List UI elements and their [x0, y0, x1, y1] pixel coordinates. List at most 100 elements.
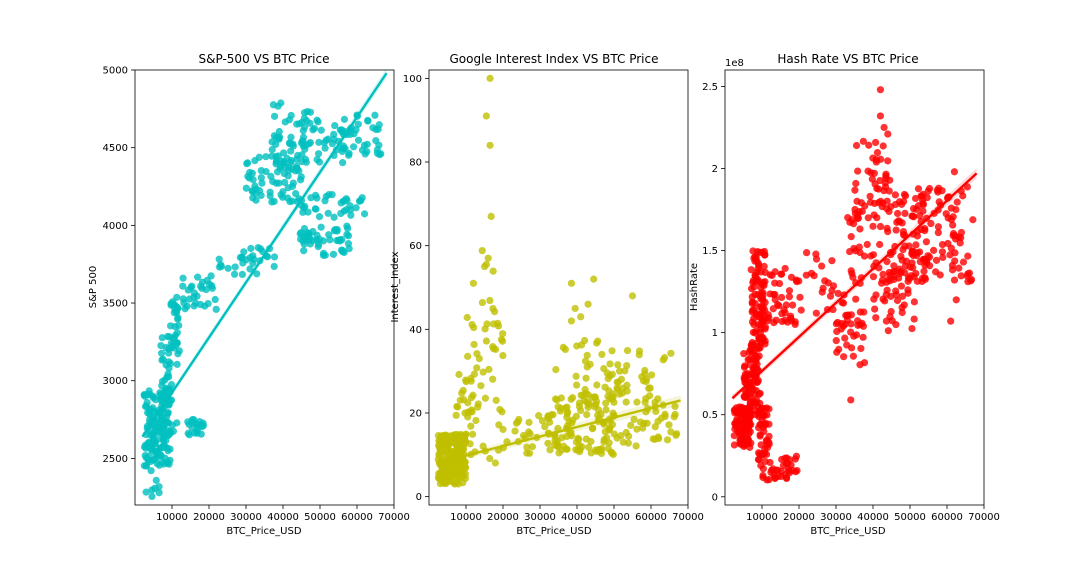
scatter-point	[299, 133, 308, 141]
scatter-point	[747, 285, 756, 293]
scatter-point	[606, 423, 614, 432]
scatter-point	[873, 148, 882, 157]
scatter-point	[590, 393, 599, 401]
scatter-point	[303, 107, 311, 116]
scatter-point	[541, 423, 549, 431]
scatter-point	[775, 279, 784, 288]
scatter-point	[460, 433, 469, 441]
scatter-point	[965, 269, 974, 277]
subplot-hash-rate: Hash Rate VS BTC Price BTC_Price_USD Has…	[689, 52, 1000, 537]
scatter-point	[950, 168, 959, 176]
scatter-point	[573, 342, 581, 350]
scatter-point	[671, 410, 679, 419]
scatter-point	[281, 178, 289, 187]
scatter-point	[496, 405, 504, 414]
scatter-point	[741, 420, 750, 428]
scatter-point	[614, 361, 622, 369]
scatter-point	[884, 130, 892, 138]
scatter-point	[887, 292, 895, 300]
scatter-point	[289, 179, 297, 187]
subplot-sp500: S&P-500 VS BTC Price BTC_Price_USD S&P 5…	[88, 52, 410, 537]
scatter-point	[149, 393, 157, 402]
scatter-point	[557, 404, 565, 412]
scatter-point	[778, 317, 786, 326]
scatter-point	[756, 328, 765, 336]
scatter-point	[615, 367, 624, 375]
scatter-point	[641, 366, 649, 375]
scatter-point	[760, 247, 768, 256]
scatter-point	[481, 325, 489, 333]
scatter-point	[321, 251, 329, 259]
scatter-point	[338, 147, 346, 155]
scatter-point	[299, 142, 307, 150]
scatter-point	[812, 255, 821, 263]
scatter-point	[860, 252, 869, 260]
scatter-point	[179, 282, 187, 290]
scatter-point	[453, 448, 461, 456]
scatter-point	[336, 236, 344, 244]
scatter-point	[919, 199, 927, 207]
x-tick-label: 10000	[450, 512, 482, 523]
scatter-point	[908, 212, 916, 220]
scatter-point	[880, 123, 888, 132]
scatter-point	[296, 235, 305, 243]
scatter-point	[287, 111, 295, 120]
scatter-point	[468, 408, 476, 416]
scatter-point	[306, 119, 314, 127]
x-tick-label: 70000	[968, 512, 1000, 523]
scatter-point	[870, 169, 878, 177]
scatter-point	[354, 120, 362, 128]
scatter-point	[821, 277, 829, 285]
scatter-point	[243, 159, 251, 168]
scatter-point	[872, 291, 880, 299]
scatter-point	[244, 172, 252, 180]
scatter-point	[860, 308, 868, 316]
scatter-point	[559, 442, 568, 450]
scatter-point	[892, 226, 900, 234]
scatter-point	[554, 424, 562, 433]
scatter-point	[299, 127, 307, 135]
scatter-point	[872, 314, 880, 322]
scatter-point	[587, 437, 595, 446]
scatter-point	[273, 168, 282, 176]
scatter-point	[489, 375, 497, 383]
scatter-point	[439, 432, 447, 440]
scatter-point	[748, 298, 756, 306]
scatter-point	[859, 137, 867, 145]
scatter-point	[897, 282, 906, 290]
scatter-point	[278, 157, 286, 165]
scatter-point	[158, 334, 166, 342]
y-tick-label: 1	[712, 328, 718, 339]
scatter-point	[484, 254, 492, 262]
y-tick-label: 60	[409, 241, 422, 252]
scatter-point	[270, 253, 279, 261]
scatter-point	[262, 153, 270, 161]
scatter-point	[598, 350, 606, 359]
scatter-point	[785, 287, 794, 295]
scatter-point	[782, 301, 790, 309]
chart-title: Google Interest Index VS BTC Price	[449, 52, 658, 66]
scatter-point	[468, 430, 477, 438]
scatter-point	[926, 262, 934, 270]
scatter-point	[142, 402, 150, 410]
scatter-point	[207, 272, 215, 280]
scatter-point	[610, 430, 618, 438]
scatter-point	[927, 219, 935, 228]
scatter-point	[732, 423, 740, 431]
scatter-point	[648, 371, 656, 379]
scatter-point	[546, 446, 554, 454]
scatter-point	[157, 413, 166, 421]
x-tick-label: 40000	[561, 512, 593, 523]
trend-line	[436, 399, 681, 465]
scatter-point	[766, 458, 774, 467]
scatter-point	[782, 459, 790, 468]
x-tick-label: 10000	[746, 512, 778, 523]
scatter-point	[861, 202, 869, 210]
scatter-point	[919, 274, 927, 282]
y-tick-label: 2	[712, 164, 718, 175]
scatter-point	[581, 336, 589, 345]
scatter-point	[847, 344, 856, 352]
scatter-point	[608, 347, 616, 355]
y-tick-label: 0.5	[702, 410, 718, 421]
scatter-point	[901, 262, 909, 270]
